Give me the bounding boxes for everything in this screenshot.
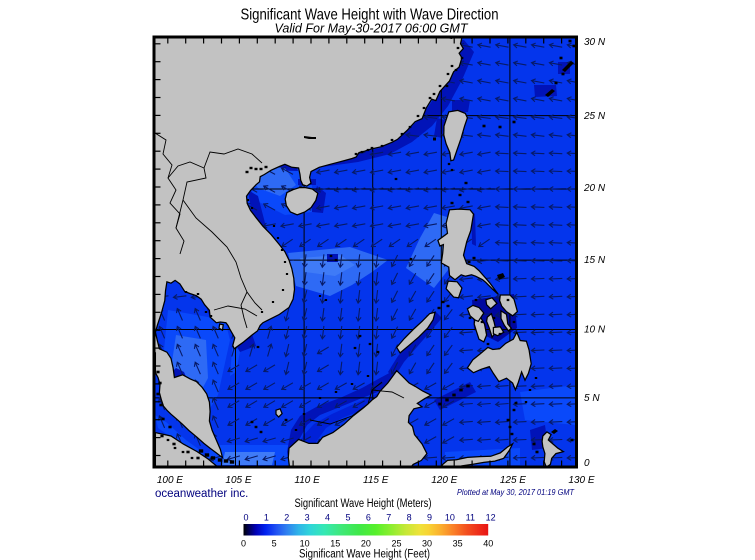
svg-text:4: 4: [325, 513, 330, 523]
svg-text:10 N: 10 N: [584, 325, 606, 336]
svg-text:1: 1: [264, 513, 269, 523]
svg-text:110 E: 110 E: [294, 475, 320, 486]
svg-text:40: 40: [483, 539, 493, 549]
svg-text:Significant Wave Height (Feet): Significant Wave Height (Feet): [299, 548, 430, 560]
svg-text:6: 6: [366, 513, 371, 523]
svg-text:125 E: 125 E: [500, 475, 526, 486]
svg-text:5: 5: [272, 539, 277, 549]
svg-text:Valid For May-30-2017 06:00 GM: Valid For May-30-2017 06:00 GMT: [275, 21, 469, 36]
svg-text:Significant Wave Height with W: Significant Wave Height with Wave Direct…: [241, 7, 499, 24]
svg-text:11: 11: [466, 513, 475, 523]
svg-text:130 E: 130 E: [568, 475, 594, 486]
svg-text:12: 12: [486, 513, 496, 523]
svg-text:30 N: 30 N: [584, 37, 606, 48]
svg-text:9: 9: [427, 513, 432, 523]
svg-text:7: 7: [386, 513, 391, 523]
svg-text:120 E: 120 E: [431, 475, 457, 486]
svg-text:20 N: 20 N: [583, 183, 606, 194]
svg-text:2: 2: [284, 513, 289, 523]
svg-text:15: 15: [330, 539, 340, 549]
svg-text:5 N: 5 N: [584, 393, 600, 404]
svg-text:15 N: 15 N: [584, 255, 606, 266]
svg-text:8: 8: [407, 513, 412, 523]
svg-text:10: 10: [445, 513, 455, 523]
svg-text:0: 0: [241, 539, 246, 549]
svg-text:oceanweather inc.: oceanweather inc.: [155, 488, 248, 500]
svg-text:0: 0: [584, 458, 590, 469]
svg-text:35: 35: [453, 539, 463, 549]
svg-text:25 N: 25 N: [583, 111, 606, 122]
svg-text:105 E: 105 E: [225, 475, 251, 486]
svg-text:Plotted at May 30, 2017 01:19: Plotted at May 30, 2017 01:19 GMT: [457, 488, 575, 497]
svg-text:115 E: 115 E: [363, 475, 389, 486]
svg-text:3: 3: [305, 513, 310, 523]
svg-text:10: 10: [300, 539, 310, 549]
svg-text:0: 0: [243, 513, 248, 523]
svg-text:30: 30: [422, 539, 432, 549]
svg-text:25: 25: [391, 539, 401, 549]
svg-text:100 E: 100 E: [157, 475, 183, 486]
svg-text:20: 20: [361, 539, 371, 549]
svg-text:5: 5: [345, 513, 350, 523]
svg-text:Significant Wave Height (Meter: Significant Wave Height (Meters): [295, 498, 432, 510]
